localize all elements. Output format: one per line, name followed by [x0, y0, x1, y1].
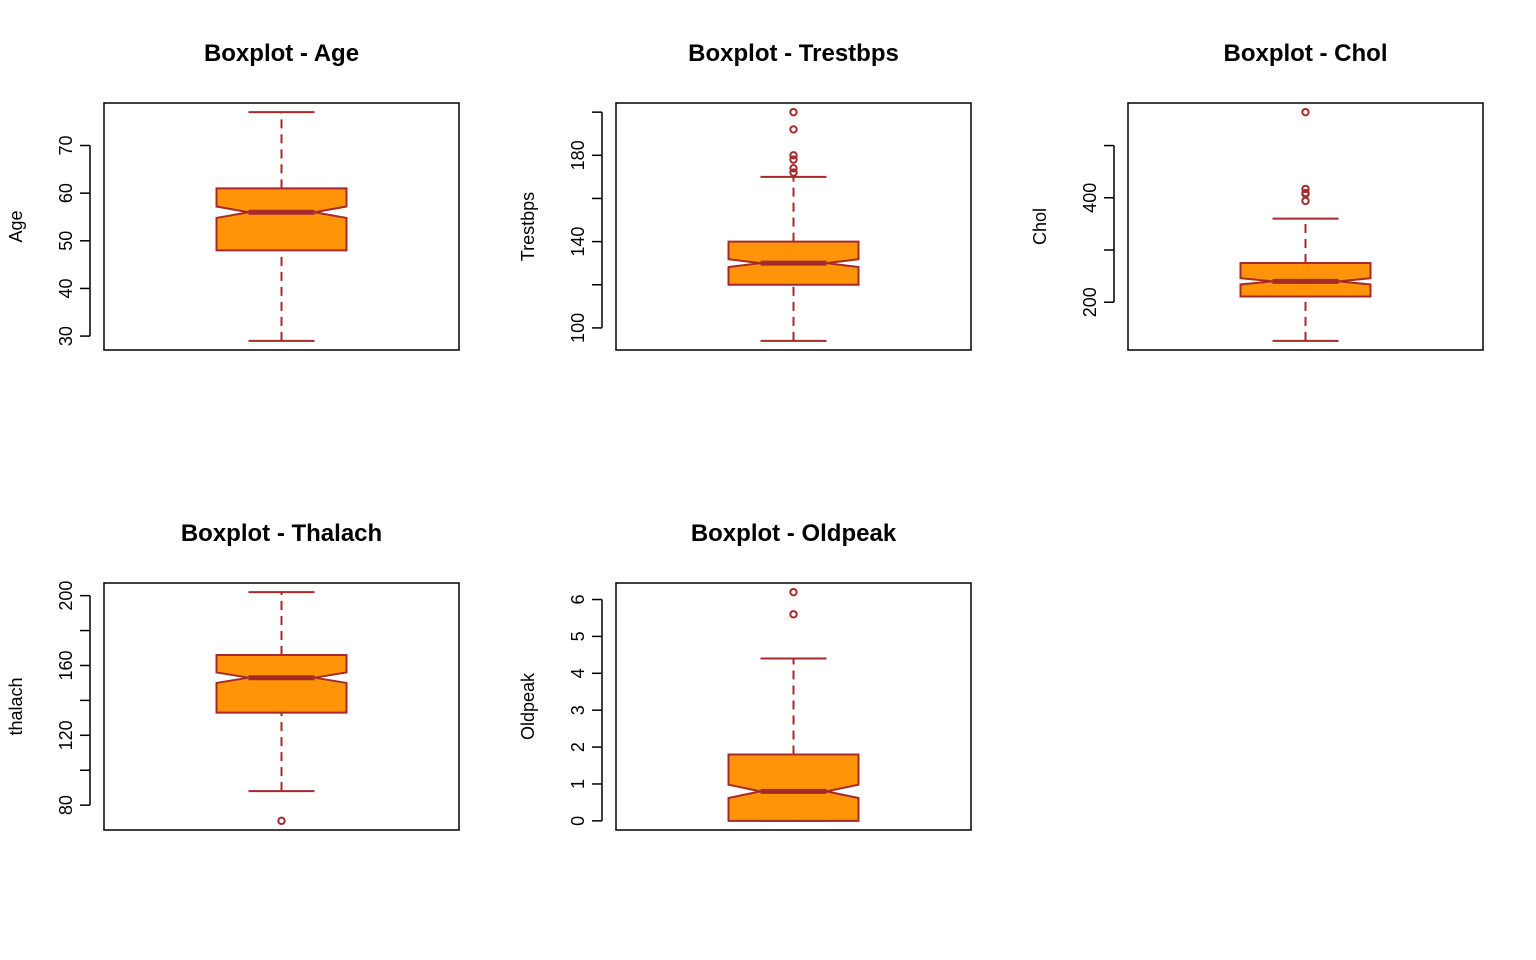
y-tick-label: 4 — [568, 668, 588, 678]
outlier-point — [789, 151, 798, 160]
outlier-point — [789, 610, 798, 619]
y-tick-label: 120 — [56, 720, 76, 750]
y-tick-label: 80 — [56, 795, 76, 815]
y-tick-label: 3 — [568, 705, 588, 715]
y-tick-label: 50 — [56, 231, 76, 251]
y-tick-label: 60 — [56, 183, 76, 203]
plot-frame — [615, 582, 972, 831]
y-tick-label: 40 — [56, 278, 76, 298]
plot-frame — [103, 582, 460, 831]
plot-frame — [103, 102, 460, 351]
y-tick-label: 2 — [568, 742, 588, 752]
outlier-point — [1301, 184, 1310, 194]
outlier-point — [789, 164, 798, 173]
y-tick-label: 30 — [56, 326, 76, 346]
boxplot-panel-oldpeak: Boxplot - Oldpeak Oldpeak 0 1 2 3 4 5 6 — [518, 520, 972, 831]
y-tick-label: 200 — [56, 581, 76, 611]
chart-title: Boxplot - Age — [204, 40, 359, 67]
y-axis-label: Chol — [1030, 208, 1050, 245]
y-tick-label: 140 — [568, 227, 588, 257]
boxplot-panel-trestbps: Boxplot - Trestbps Trestbps 100 140 180 — [518, 40, 972, 351]
y-tick-label: 0 — [568, 816, 588, 826]
outlier-point — [789, 155, 798, 164]
outlier-point — [789, 587, 798, 597]
outlier-point — [1301, 107, 1310, 117]
chart-title: Boxplot - Thalach — [181, 520, 382, 547]
y-axis-label: Age — [6, 210, 26, 242]
y-tick-label: 5 — [568, 631, 588, 641]
y-axis-label: Trestbps — [518, 192, 538, 261]
plot-frame — [1127, 102, 1484, 351]
chart-title: Boxplot - Trestbps — [688, 40, 899, 67]
y-tick-label: 200 — [1080, 287, 1100, 317]
outlier-point — [277, 816, 286, 826]
boxplot-panel-age: Boxplot - Age Age 30 40 50 60 70 — [6, 40, 460, 351]
y-tick-label: 100 — [568, 313, 588, 343]
y-axis-label: thalach — [6, 677, 26, 735]
notched-box — [215, 653, 348, 714]
y-tick-label: 400 — [1080, 183, 1100, 213]
notched-box — [215, 187, 348, 252]
y-tick-label: 1 — [568, 779, 588, 789]
boxplot-panel-chol: Boxplot - Chol Chol 200 400 — [1030, 40, 1484, 351]
outlier-point — [1301, 196, 1310, 206]
outlier-point — [1301, 188, 1310, 198]
chart-title: Boxplot - Oldpeak — [691, 520, 897, 547]
outlier-point — [789, 125, 798, 134]
y-tick-label: 70 — [56, 135, 76, 155]
boxplot-panel-thalach: Boxplot - Thalach thalach 80 120 160 200 — [6, 520, 460, 831]
y-tick-label: 160 — [56, 650, 76, 680]
notched-box — [727, 753, 860, 822]
chart-title: Boxplot - Chol — [1224, 40, 1388, 67]
outlier-point — [789, 107, 798, 117]
y-tick-label: 6 — [568, 595, 588, 605]
plot-frame — [615, 102, 972, 351]
y-tick-label: 180 — [568, 140, 588, 170]
y-axis-label: Oldpeak — [518, 672, 538, 740]
outlier-point — [789, 168, 798, 177]
